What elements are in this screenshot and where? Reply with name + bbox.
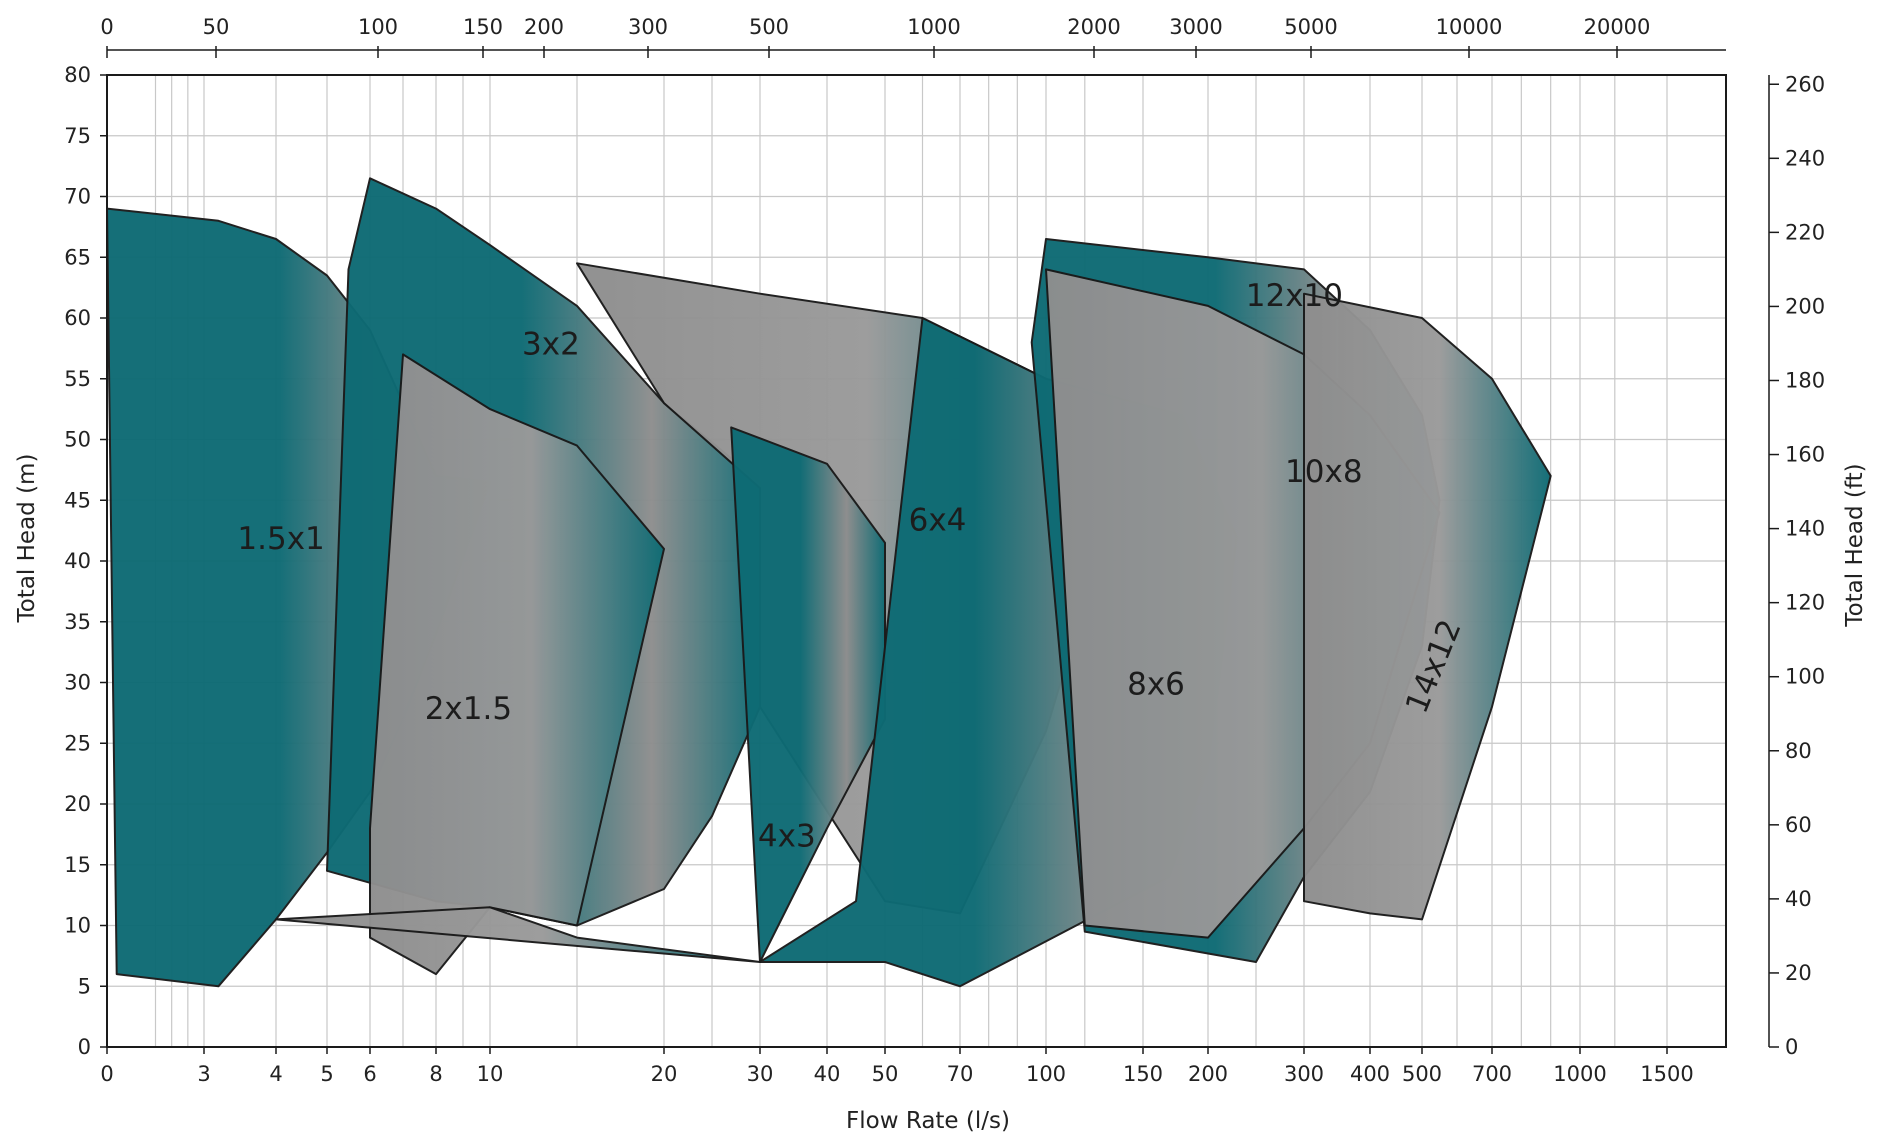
y-tick-label: 45 <box>64 488 91 512</box>
x-tick-label: 50 <box>872 1062 899 1086</box>
x-tick-label: 1500 <box>1640 1062 1693 1086</box>
x-axis-title: Flow Rate (l/s) <box>846 1108 1010 1134</box>
y-tick-label: 30 <box>64 671 91 695</box>
ft-tick-label: 120 <box>1785 591 1825 615</box>
top-tick-label: 150 <box>463 15 503 39</box>
y-tick-label: 70 <box>64 185 91 209</box>
x-tick-label: 10 <box>477 1062 504 1086</box>
x-tick-label: 6 <box>363 1062 376 1086</box>
top-tick-label: 1000 <box>907 15 960 39</box>
y-axis-title-left: Total Head (m) <box>14 454 40 624</box>
region-label-2x1.5: 2x1.5 <box>425 691 512 727</box>
x-tick-label: 5 <box>320 1062 333 1086</box>
x-tick-label: 500 <box>1402 1062 1442 1086</box>
region-label-8x6: 8x6 <box>1127 667 1185 703</box>
x-tick-label: 70 <box>947 1062 974 1086</box>
top-tick-label: 0 <box>100 15 113 39</box>
x-tick-label: 4 <box>269 1062 282 1086</box>
top-tick-label: 20000 <box>1584 15 1651 39</box>
ft-tick-label: 100 <box>1785 665 1825 689</box>
top-axis: 0 50 100 150 200 300 500 1000 2000 3000 5000 10000 2… <box>100 15 1726 58</box>
top-tick-label: 50 <box>203 15 230 39</box>
x-tick-label: 200 <box>1188 1062 1228 1086</box>
x-tick-label: 3 <box>197 1062 210 1086</box>
x-tick-label: 1000 <box>1553 1062 1606 1086</box>
top-tick-label: 300 <box>628 15 668 39</box>
top-tick-label: 100 <box>358 15 398 39</box>
top-tick-label: 5000 <box>1284 15 1337 39</box>
ft-tick-label: 200 <box>1785 294 1825 318</box>
y-tick-label: 60 <box>64 306 91 330</box>
x-tick-label: 150 <box>1123 1062 1163 1086</box>
ft-tick-label: 140 <box>1785 517 1825 541</box>
y-tick-label: 0 <box>78 1035 91 1059</box>
top-tick-label: 200 <box>524 15 564 39</box>
y-axis-title-right: Total Head (ft) <box>1842 463 1868 627</box>
x-tick-label: 100 <box>1026 1062 1066 1086</box>
ft-tick-label: 220 <box>1785 220 1825 244</box>
top-tick-label: 3000 <box>1169 15 1222 39</box>
pump-regions <box>107 177 1552 988</box>
top-tick-label: 2000 <box>1067 15 1120 39</box>
pump-region-14x12 <box>1303 292 1552 921</box>
region-label-1.5x1: 1.5x1 <box>237 521 324 557</box>
left-axis: 0 5 10 15 20 25 30 35 40 45 50 55 60 65 70 75 80 <box>64 63 107 1059</box>
y-tick-label: 35 <box>64 610 91 634</box>
x-tick-label: 30 <box>747 1062 774 1086</box>
x-tick-label: 0 <box>100 1062 113 1086</box>
y-tick-label: 10 <box>64 914 91 938</box>
y-tick-label: 5 <box>78 974 91 998</box>
pump-region-4x3 <box>275 906 761 963</box>
region-label-10x8: 10x8 <box>1285 454 1363 490</box>
y-tick-label: 75 <box>64 124 91 148</box>
y-tick-label: 20 <box>64 792 91 816</box>
y-tick-label: 65 <box>64 245 91 269</box>
pump-region-2x1.5 <box>369 353 665 976</box>
y-tick-label: 15 <box>64 853 91 877</box>
y-tick-label: 55 <box>64 367 91 391</box>
y-tick-label: 80 <box>64 63 91 87</box>
ft-tick-label: 40 <box>1785 887 1812 911</box>
y-tick-label: 25 <box>64 731 91 755</box>
ft-tick-label: 0 <box>1785 1035 1798 1059</box>
region-label-4x3: 4x3 <box>758 819 816 855</box>
ft-tick-label: 180 <box>1785 368 1825 392</box>
x-tick-label: 400 <box>1350 1062 1390 1086</box>
ft-tick-label: 160 <box>1785 443 1825 467</box>
region-label-12x10: 12x10 <box>1246 278 1343 314</box>
x-tick-label: 20 <box>651 1062 678 1086</box>
x-tick-label: 700 <box>1472 1062 1512 1086</box>
x-tick-label: 8 <box>429 1062 442 1086</box>
ft-tick-label: 260 <box>1785 72 1825 96</box>
ft-tick-label: 240 <box>1785 146 1825 170</box>
x-tick-label: 300 <box>1284 1062 1324 1086</box>
top-tick-label: 10000 <box>1436 15 1503 39</box>
ft-tick-label: 20 <box>1785 961 1812 985</box>
x-tick-label: 40 <box>814 1062 841 1086</box>
ft-tick-label: 80 <box>1785 739 1812 763</box>
y-tick-label: 40 <box>64 549 91 573</box>
ft-tick-label: 60 <box>1785 813 1812 837</box>
region-label-6x4: 6x4 <box>909 503 967 539</box>
region-label-3x2: 3x2 <box>522 326 580 362</box>
bottom-axis: 0 3 4 5 6 8 10 20 30 40 50 70 100 150 200 300 400 500 700 1… <box>100 1047 1694 1086</box>
y-tick-label: 50 <box>64 428 91 452</box>
top-tick-label: 500 <box>749 15 789 39</box>
right-axis: 0 20 40 60 80 100 120 140 160 180 200 220 240 260 <box>1768 72 1825 1059</box>
